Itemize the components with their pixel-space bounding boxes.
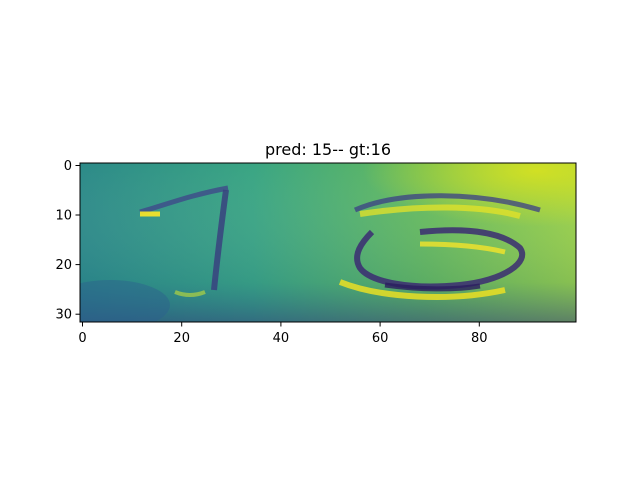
digit-one-strokes bbox=[139, 185, 229, 297]
x-tick-label-20: 20 bbox=[173, 331, 190, 346]
heatmap-image bbox=[80, 163, 576, 322]
y-tick-label-10: 10 bbox=[55, 209, 72, 224]
heatmap-glow bbox=[80, 163, 576, 322]
x-tick-label-60: 60 bbox=[372, 331, 389, 346]
x-tick-label-40: 40 bbox=[273, 331, 290, 346]
x-tick-label-0: 0 bbox=[78, 331, 86, 346]
y-tick-label-20: 20 bbox=[55, 258, 72, 273]
y-axis: 0 10 20 30 bbox=[55, 159, 80, 323]
axes-frame bbox=[79, 162, 577, 323]
y-tick-label-30: 30 bbox=[55, 308, 72, 323]
x-axis: 0 20 40 60 80 bbox=[78, 322, 488, 346]
y-tick-label-0: 0 bbox=[64, 159, 72, 174]
x-tick-label-80: 80 bbox=[471, 331, 488, 346]
heatmap-dark-patch bbox=[80, 280, 170, 322]
digit-six-strokes bbox=[338, 193, 541, 300]
chart-title: pred: 15-- gt:16 bbox=[265, 140, 391, 159]
